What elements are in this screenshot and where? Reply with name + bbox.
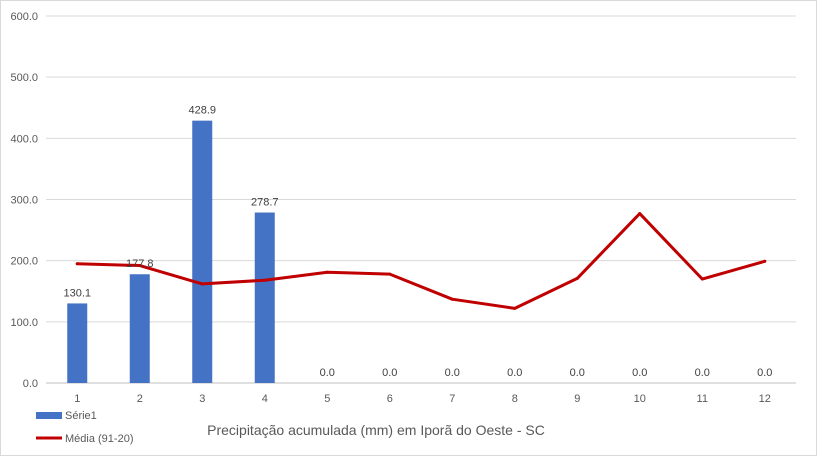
x-tick-label: 11 <box>697 393 708 405</box>
bar-data-label: 0.0 <box>632 367 647 379</box>
data-labels: 130.1 177.8 428.9 278.7 0.0 0.0 0.0 0.0 0.0 0.0 0.… <box>63 105 772 379</box>
bar-data-label: 0.0 <box>445 367 460 379</box>
x-tick-label: 3 <box>199 393 205 405</box>
bar <box>254 212 275 383</box>
x-axis-ticks: 1 2 3 4 5 6 7 8 9 10 11 12 <box>74 393 771 405</box>
y-tick-label: 500.0 <box>10 72 38 84</box>
media-line <box>75 212 767 310</box>
legend-label-media: Média (91-20) <box>65 433 133 445</box>
media-line-point <box>450 297 454 301</box>
bar-data-label: 177.8 <box>126 258 154 270</box>
media-line-point <box>700 277 704 281</box>
media-line-point <box>763 259 767 263</box>
gridlines <box>46 15 796 384</box>
line-series <box>75 212 767 310</box>
media-line-point <box>575 276 579 280</box>
bar-data-label: 0.0 <box>695 367 710 379</box>
legend-swatch-series1 <box>36 412 62 419</box>
bar <box>67 303 88 383</box>
x-tick-label: 8 <box>512 393 518 405</box>
bar-data-label: 0.0 <box>570 367 585 379</box>
legend: Série1 Média (91-20) <box>36 410 133 445</box>
x-tick-label: 7 <box>449 393 455 405</box>
y-tick-label: 400.0 <box>10 133 38 145</box>
x-tick-label: 2 <box>137 393 143 405</box>
y-tick-label: 600.0 <box>10 11 38 23</box>
x-tick-label: 9 <box>574 393 580 405</box>
x-tick-label: 12 <box>759 393 771 405</box>
media-line-point <box>638 212 642 216</box>
bar-data-label: 428.9 <box>188 105 216 117</box>
media-line-point <box>325 270 329 274</box>
x-tick-label: 10 <box>634 393 646 405</box>
media-line-point <box>388 272 392 276</box>
media-line-point <box>75 262 79 266</box>
media-line-point <box>263 278 267 282</box>
bar-data-label: 0.0 <box>382 367 397 379</box>
media-line-point <box>138 264 142 268</box>
media-line-point <box>200 282 204 286</box>
y-tick-label: 0.0 <box>23 378 38 390</box>
media-line-point <box>513 306 517 310</box>
x-axis-title: Precipitação acumulada (mm) em Iporã do … <box>207 422 545 438</box>
x-tick-label: 6 <box>387 393 393 405</box>
bar-data-label: 0.0 <box>507 367 522 379</box>
y-tick-label: 200.0 <box>10 256 38 268</box>
bar-data-label: 0.0 <box>320 367 335 379</box>
y-axis-ticks: 0.0 100.0 200.0 300.0 400.0 500.0 600.0 <box>10 11 38 390</box>
bar-series <box>67 120 275 384</box>
bar-data-label: 278.7 <box>251 197 279 209</box>
bar-data-label: 0.0 <box>757 367 772 379</box>
bar <box>192 120 213 384</box>
y-tick-label: 100.0 <box>10 317 38 329</box>
x-tick-label: 5 <box>324 393 330 405</box>
x-tick-label: 1 <box>74 393 80 405</box>
bar-data-label: 130.1 <box>63 287 91 299</box>
y-tick-label: 300.0 <box>10 195 38 207</box>
legend-label-series1: Série1 <box>65 410 97 422</box>
bar <box>129 274 150 383</box>
x-tick-label: 4 <box>262 393 268 405</box>
